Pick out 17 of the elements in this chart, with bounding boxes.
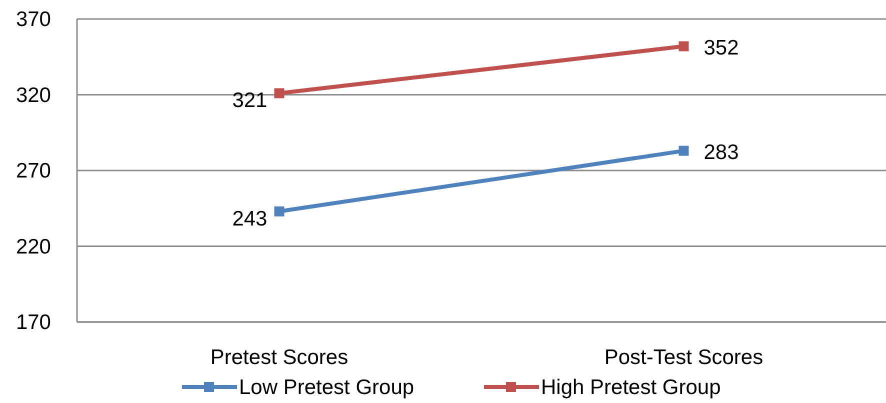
data-label: 243 <box>232 207 268 230</box>
x-tick-label: Post-Test Scores <box>604 346 764 369</box>
data-label: 321 <box>232 89 268 112</box>
data-label: 352 <box>704 36 739 60</box>
legend-label: High Pretest Group <box>541 376 721 399</box>
x-tick-label: Pretest Scores <box>210 346 348 369</box>
point <box>678 41 689 52</box>
point <box>274 88 284 98</box>
y-tick-label: 270 <box>16 160 51 182</box>
y-tick-label: 220 <box>16 235 51 258</box>
data-label: 283 <box>704 140 739 164</box>
y-tick-label: 170 <box>16 311 51 334</box>
point <box>678 146 689 156</box>
point <box>274 206 284 216</box>
y-tick-label: 320 <box>16 84 51 107</box>
legend-label: Low Pretest Group <box>239 376 414 399</box>
y-tick-label: 370 <box>16 8 51 31</box>
